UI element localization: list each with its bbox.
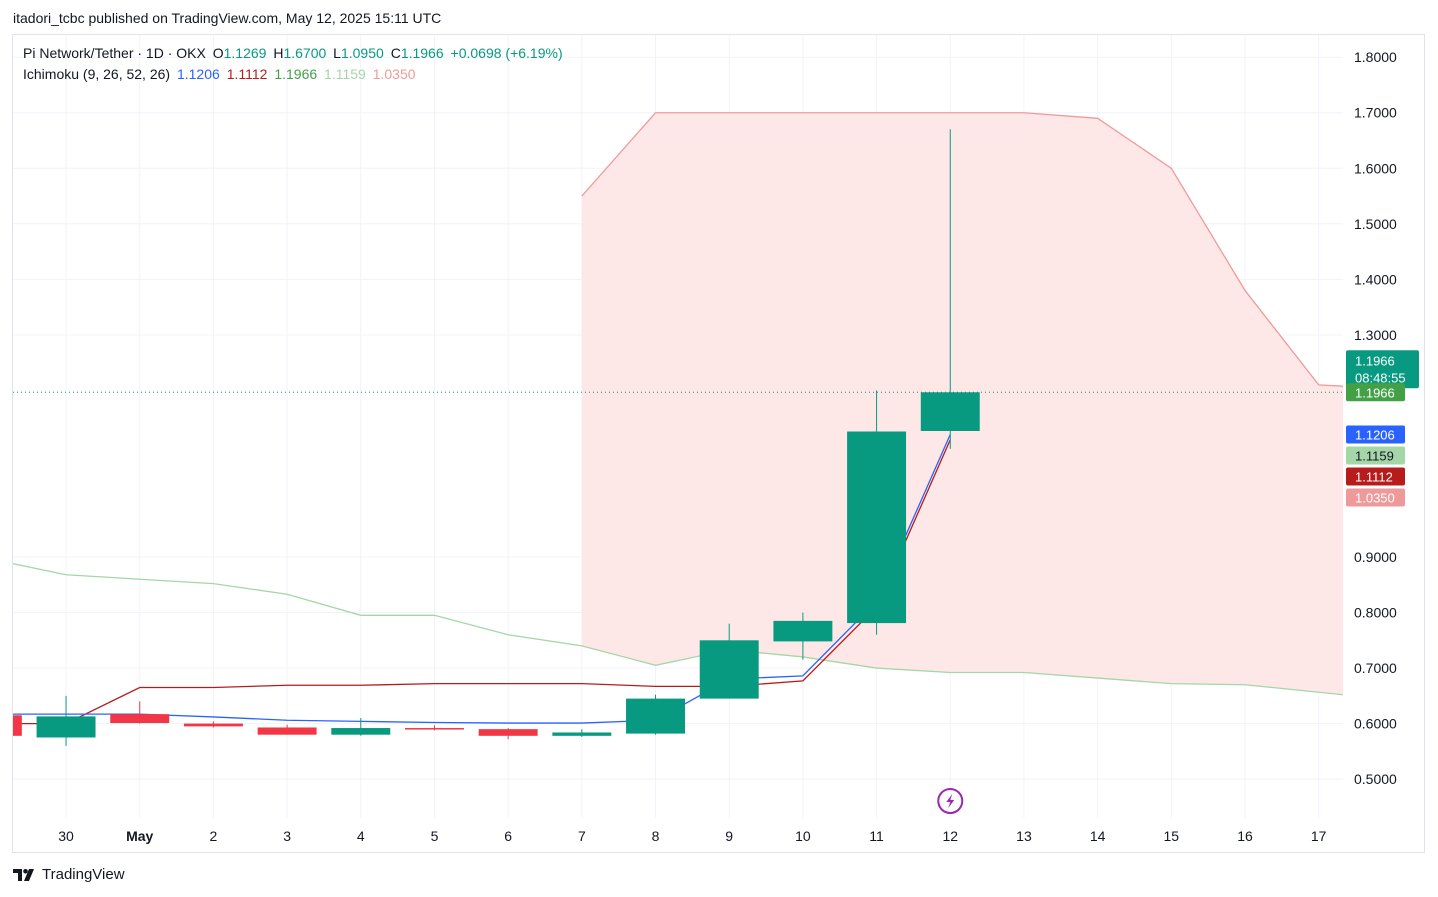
conversion-price-tag: [1346, 425, 1405, 444]
span-b-value: 1.0350: [372, 66, 416, 82]
brand-name: TradingView: [42, 866, 125, 883]
candle-body: [405, 728, 464, 730]
x-tick-label: 14: [1090, 828, 1106, 844]
low-value: 1.0950: [340, 45, 384, 61]
span-a-price-text: 1.1159: [1355, 448, 1394, 463]
x-tick-label: 7: [578, 828, 586, 844]
x-tick-label: 8: [652, 828, 660, 844]
x-tick-label: 4: [357, 828, 365, 844]
y-tick-label: 1.4000: [1354, 271, 1397, 287]
x-tick-label: 13: [1016, 828, 1032, 844]
tradingview-icon: [13, 868, 34, 881]
x-tick-label: 9: [725, 828, 733, 844]
x-tick-label: 2: [210, 828, 218, 844]
x-tick-label: 12: [942, 828, 958, 844]
x-tick-label: 17: [1311, 828, 1327, 844]
x-tick-label: May: [126, 828, 153, 844]
chart-frame: [12, 34, 1425, 853]
countdown-text: 08:48:55: [1355, 370, 1406, 385]
close-label: C: [390, 45, 401, 61]
y-tick-label: 0.9000: [1354, 549, 1397, 565]
x-tick-label: 10: [795, 828, 811, 844]
candle-body: [257, 727, 317, 735]
y-tick-label: 0.6000: [1354, 716, 1397, 732]
span-a-line: [13, 563, 1343, 696]
candle-body: [773, 620, 833, 642]
x-tick-label: 5: [431, 828, 439, 844]
lagging-value: 1.1966: [274, 66, 318, 82]
symbol-legend: Pi Network/Tether · 1D · OKX O1.1269 H1.…: [23, 45, 566, 61]
high-label: H: [273, 45, 284, 61]
publish-info: itadori_tcbc published on TradingView.co…: [13, 10, 442, 26]
candle-body: [847, 431, 907, 624]
lagging-price-tag: [1346, 383, 1405, 402]
indicator-name[interactable]: Ichimoku (9, 26, 52, 26): [23, 66, 171, 82]
candle-body: [13, 715, 22, 736]
open-value: 1.1269: [223, 45, 267, 61]
indicator-legend: Ichimoku (9, 26, 52, 26) 1.1206 1.1112 1…: [23, 66, 419, 82]
close-value: 1.1966: [400, 45, 444, 61]
x-tick-label: 3: [283, 828, 291, 844]
candle-body: [626, 698, 685, 734]
lagging-price-text: 1.1966: [1355, 385, 1395, 400]
span-b-price-tag: [1346, 488, 1405, 507]
base-line: [13, 439, 951, 725]
lightning-icon: [946, 794, 955, 808]
tradingview-logo[interactable]: TradingView: [13, 866, 125, 883]
conversion-price-text: 1.1206: [1355, 427, 1395, 442]
candle-body: [920, 392, 980, 431]
x-tick-label: 11: [869, 828, 884, 844]
y-tick-label: 0.8000: [1354, 605, 1397, 621]
plot-area: [13, 35, 1343, 818]
span-b-line: [581, 112, 1343, 387]
y-tick-label: 1.3000: [1354, 327, 1397, 343]
open-label: O: [212, 45, 224, 61]
x-tick-label: 15: [1164, 828, 1180, 844]
span-a-value: 1.1159: [324, 66, 366, 82]
y-tick-label: 1.8000: [1354, 49, 1397, 65]
y-tick-label: 1.5000: [1354, 216, 1397, 232]
span-b-price-text: 1.0350: [1355, 490, 1395, 505]
candle-body: [478, 729, 538, 736]
candle-body: [183, 723, 243, 727]
change-value: +0.0698 (+6.19%): [450, 45, 563, 61]
x-tick-label: 30: [58, 828, 74, 844]
candle-body: [699, 640, 759, 699]
y-tick-label: 1.7000: [1354, 105, 1397, 121]
last-price-text: 1.1966: [1355, 353, 1395, 368]
candle-body: [331, 728, 391, 735]
x-tick-label: 16: [1237, 828, 1253, 844]
high-value: 1.6700: [283, 45, 327, 61]
x-tick-label: 6: [504, 828, 512, 844]
candle-body: [110, 714, 170, 724]
low-label: L: [333, 45, 341, 61]
base-price-tag: [1346, 467, 1405, 486]
span-a-price-tag: [1346, 446, 1405, 465]
symbol-name[interactable]: Pi Network/Tether · 1D · OKX: [23, 45, 206, 61]
candle-body: [552, 732, 612, 736]
y-tick-label: 1.6000: [1354, 160, 1397, 176]
last-price-tag: [1346, 350, 1419, 389]
y-tick-label: 0.7000: [1354, 660, 1397, 676]
candle-body: [36, 716, 96, 738]
conversion-value: 1.1206: [176, 66, 220, 82]
base-value: 1.1112: [226, 66, 268, 82]
y-tick-label: 0.5000: [1354, 771, 1397, 787]
base-price-text: 1.1112: [1355, 469, 1393, 484]
